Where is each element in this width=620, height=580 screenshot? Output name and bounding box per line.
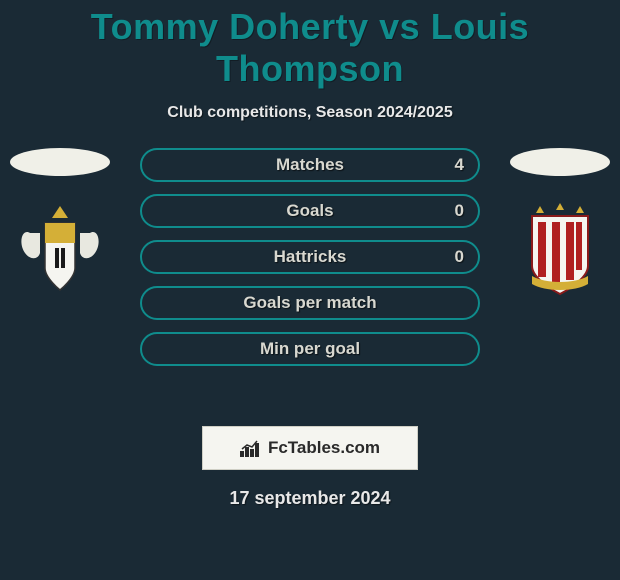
right-player-oval [510,148,610,176]
comparison-content: Matches 4 Goals 0 Hattricks 0 Goals per … [0,148,620,408]
stat-bars: Matches 4 Goals 0 Hattricks 0 Goals per … [140,148,480,378]
left-player-oval [10,148,110,176]
page-title: Tommy Doherty vs Louis Thompson [0,0,620,90]
stat-value: 0 [455,201,464,221]
brand-text: FcTables.com [268,438,380,458]
stat-label: Hattricks [274,247,347,267]
right-club-crest [510,198,610,298]
chart-icon [240,439,262,457]
stat-value: 0 [455,247,464,267]
stat-label: Min per goal [260,339,360,359]
season-subtitle: Club competitions, Season 2024/2025 [0,104,620,122]
stat-bar-goals: Goals 0 [140,194,480,228]
stat-label: Matches [276,155,344,175]
stat-bar-hattricks: Hattricks 0 [140,240,480,274]
snapshot-date: 17 september 2024 [0,488,620,509]
stat-bar-goals-per-match: Goals per match [140,286,480,320]
stat-value: 4 [455,155,464,175]
left-club-crest [10,198,110,298]
stat-bar-matches: Matches 4 [140,148,480,182]
stat-label: Goals [286,201,333,221]
stat-label: Goals per match [243,293,376,313]
stat-bar-min-per-goal: Min per goal [140,332,480,366]
brand-badge: FcTables.com [202,426,418,470]
crest-left-icon [10,198,110,298]
crest-right-icon [510,198,610,298]
